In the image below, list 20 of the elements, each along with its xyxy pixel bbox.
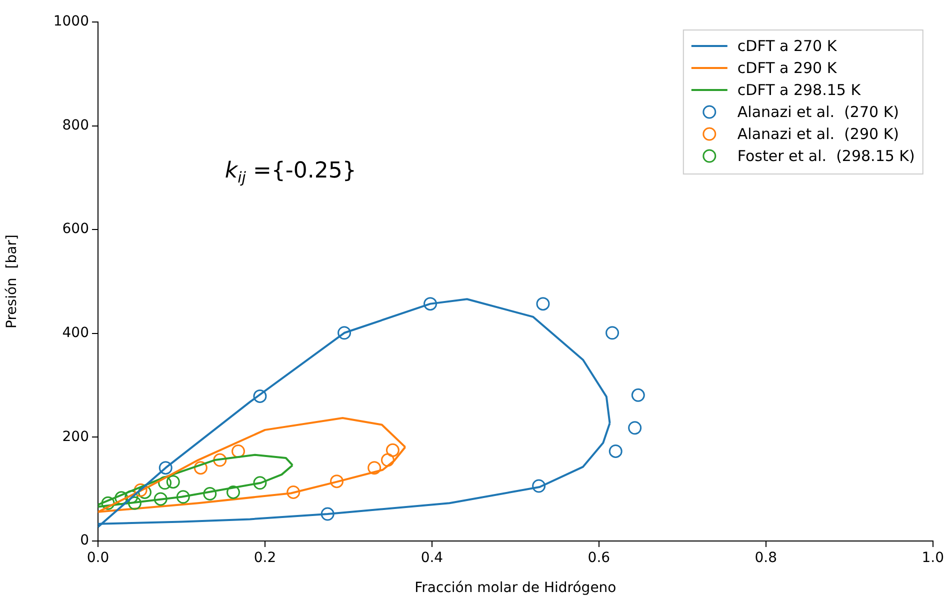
x-tick-label: 1.0 [922,550,944,566]
y-tick-label: 0 [80,532,89,549]
y-tick-label: 1000 [53,14,89,30]
x-tick-label: 0.4 [420,550,444,566]
x-axis-title: Fracción molar de Hidrógeno [414,580,616,596]
x-tick-label: 0.6 [588,550,610,566]
y-tick-label: 600 [62,221,89,238]
legend-label: Foster et al. (298.15 K) [737,146,915,165]
legend-label: cDFT a 290 K [737,58,838,77]
y-tick-label: 800 [62,117,89,134]
legend-label: Alanazi et al. (290 K) [737,124,900,143]
legend-label: Alanazi et al. (270 K) [737,102,900,121]
x-tick-label: 0.0 [86,550,110,566]
x-tick-label: 0.2 [254,550,276,566]
legend-label: cDFT a 270 K [737,36,838,55]
x-tick-label: 0.8 [754,550,778,566]
y-axis-title: Presión [bar] [4,234,20,328]
legend-label: cDFT a 298.15 K [737,80,862,99]
y-tick-label: 200 [62,428,89,445]
y-tick-label: 400 [62,325,89,342]
